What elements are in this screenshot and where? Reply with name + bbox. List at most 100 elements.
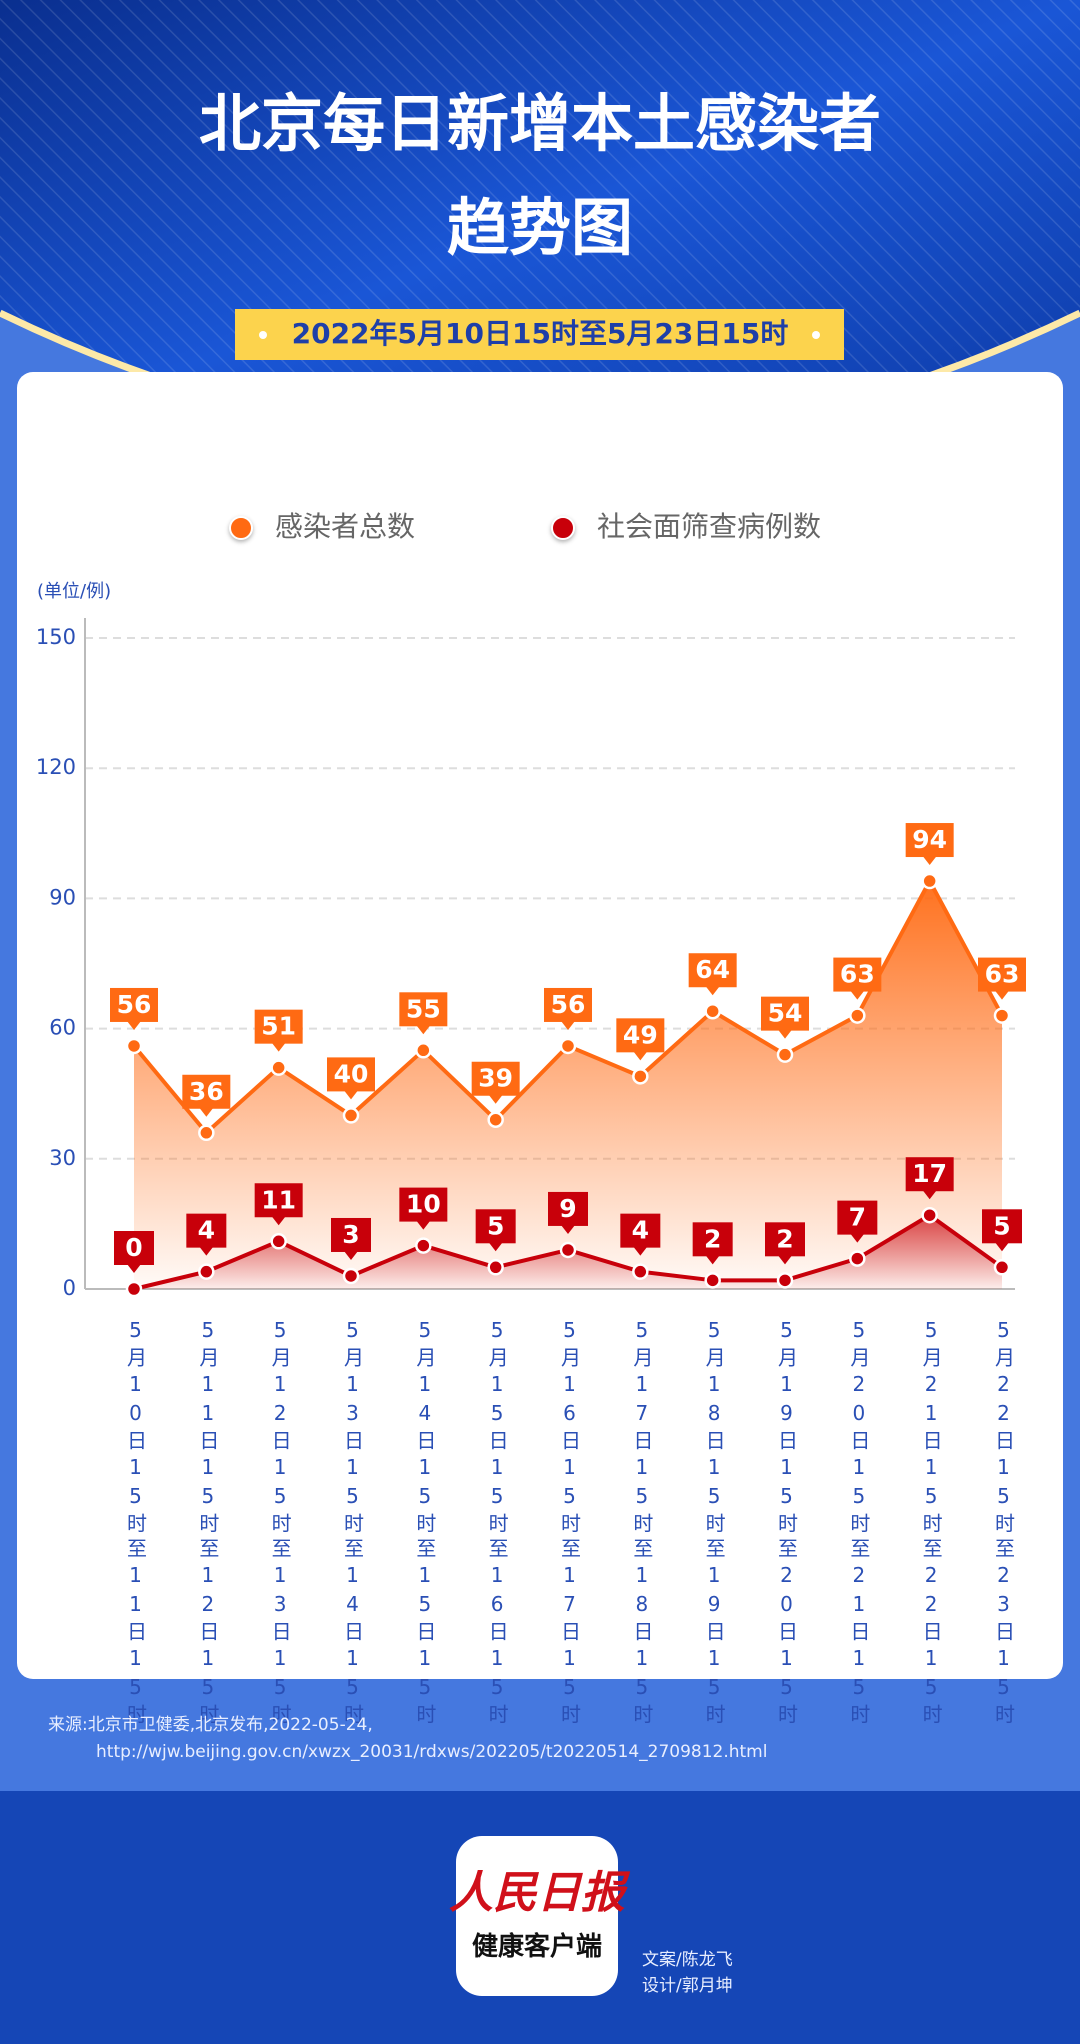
label-pointer — [705, 1255, 720, 1265]
point — [993, 1259, 1011, 1276]
label-box — [837, 1200, 878, 1235]
data-label: 40 — [334, 1059, 369, 1088]
point — [125, 1037, 143, 1055]
data-label: 51 — [261, 1012, 296, 1041]
area — [134, 881, 1002, 1289]
label-pointer — [633, 1051, 648, 1061]
label-pointer — [633, 1246, 648, 1256]
label-pointer — [488, 1242, 503, 1252]
point — [125, 1280, 143, 1298]
label-pointer — [127, 1020, 141, 1030]
point — [198, 1124, 215, 1142]
point — [487, 1259, 504, 1276]
x-tick-label: 5月14日15时至15日15时 — [413, 1318, 437, 1729]
point — [559, 1241, 577, 1259]
y-tick-label: 60 — [49, 1016, 76, 1040]
label-box — [254, 1009, 303, 1044]
point — [704, 1272, 721, 1289]
point — [849, 1007, 866, 1024]
point — [342, 1107, 360, 1124]
label-box — [905, 823, 954, 858]
data-label: 5 — [487, 1211, 504, 1240]
label-pointer — [561, 1224, 575, 1234]
data-label: 7 — [849, 1203, 866, 1232]
data-label: 2 — [704, 1224, 721, 1253]
label-pointer — [995, 1242, 1009, 1252]
point — [342, 1267, 360, 1285]
data-label: 64 — [695, 955, 730, 984]
y-tick-label: 30 — [49, 1146, 76, 1170]
label-box — [548, 1191, 588, 1226]
logo-box — [456, 1836, 618, 1996]
point — [198, 1263, 215, 1280]
label-pointer — [271, 1216, 286, 1226]
label-box — [978, 957, 1026, 992]
data-label: 54 — [768, 999, 803, 1028]
point — [487, 1111, 504, 1128]
data-label: 49 — [623, 1020, 658, 1049]
y-tick-label: 120 — [36, 755, 76, 779]
banner-dot — [812, 331, 820, 339]
title-line: 趋势图 — [447, 191, 633, 264]
x-tick-label: 5月20日15时至21日15时 — [847, 1318, 871, 1729]
label-box — [254, 1183, 303, 1218]
logo-top: 人民日报 — [449, 1868, 631, 1919]
date-banner — [235, 309, 844, 360]
point — [632, 1263, 649, 1280]
y-tick-label: 150 — [36, 625, 76, 649]
data-label: 36 — [189, 1077, 224, 1106]
x-tick-label: 5月15日15时至16日15时 — [485, 1318, 509, 1729]
point — [704, 1002, 721, 1020]
point — [849, 1250, 866, 1267]
label-pointer — [199, 1107, 214, 1117]
label-pointer — [488, 1094, 503, 1104]
label-pointer — [850, 990, 865, 1000]
point — [632, 1068, 649, 1085]
label-pointer — [922, 1190, 937, 1200]
data-label: 17 — [912, 1159, 947, 1188]
source-url: http://wjw.beijing.gov.cn/xwzx_20031/rdx… — [96, 1742, 767, 1762]
credit: 设计/郭月坤 — [642, 1976, 733, 1996]
x-tick-label: 5月16日15时至17日15时 — [558, 1318, 582, 1729]
x-tick-label: 5月19日15时至20日15时 — [775, 1318, 799, 1729]
data-label: 10 — [406, 1190, 441, 1219]
x-tick-label: 5月13日15时至14日15时 — [341, 1318, 365, 1729]
data-label: 4 — [632, 1216, 649, 1245]
label-pointer — [271, 1042, 286, 1052]
x-tick-label: 5月21日15时至22日15时 — [919, 1318, 943, 1729]
label-box — [982, 1209, 1022, 1244]
point — [921, 872, 938, 890]
label-pointer — [561, 1020, 575, 1030]
label-box — [399, 1187, 448, 1222]
point — [415, 1237, 432, 1254]
label-box — [182, 1074, 231, 1109]
label-box — [761, 996, 809, 1031]
label-box — [905, 1157, 954, 1192]
label-box — [688, 953, 737, 988]
legend-label: 感染者总数 — [275, 510, 415, 543]
title-line: 北京每日新增本土感染者 — [199, 87, 881, 160]
label-pointer — [416, 1025, 431, 1035]
chart: 感染者总数 社会面筛查病例数03060901201505月10日15时至11日15… — [36, 510, 1026, 1729]
data-label: 56 — [551, 990, 586, 1019]
label-pointer — [778, 1255, 792, 1265]
label-pointer — [922, 856, 937, 866]
data-label: 94 — [912, 825, 947, 854]
point — [270, 1059, 287, 1076]
date-range: 2022年5月10日15时至5月23日15时 — [292, 317, 789, 350]
label-box — [620, 1213, 661, 1248]
x-tick-label: 5月18日15时至19日15时 — [702, 1318, 726, 1729]
data-label: 56 — [117, 990, 152, 1019]
data-label: 55 — [406, 994, 441, 1023]
point — [993, 1007, 1011, 1024]
label-pointer — [705, 986, 720, 996]
label-pointer — [416, 1220, 431, 1230]
label-box — [110, 987, 158, 1022]
label-pointer — [995, 990, 1009, 1000]
label-box — [692, 1222, 733, 1257]
point — [776, 1272, 794, 1289]
label-box — [475, 1209, 516, 1244]
data-label: 39 — [478, 1064, 513, 1093]
label-box — [833, 957, 882, 992]
legend-label: 社会面筛查病例数 — [597, 510, 821, 543]
